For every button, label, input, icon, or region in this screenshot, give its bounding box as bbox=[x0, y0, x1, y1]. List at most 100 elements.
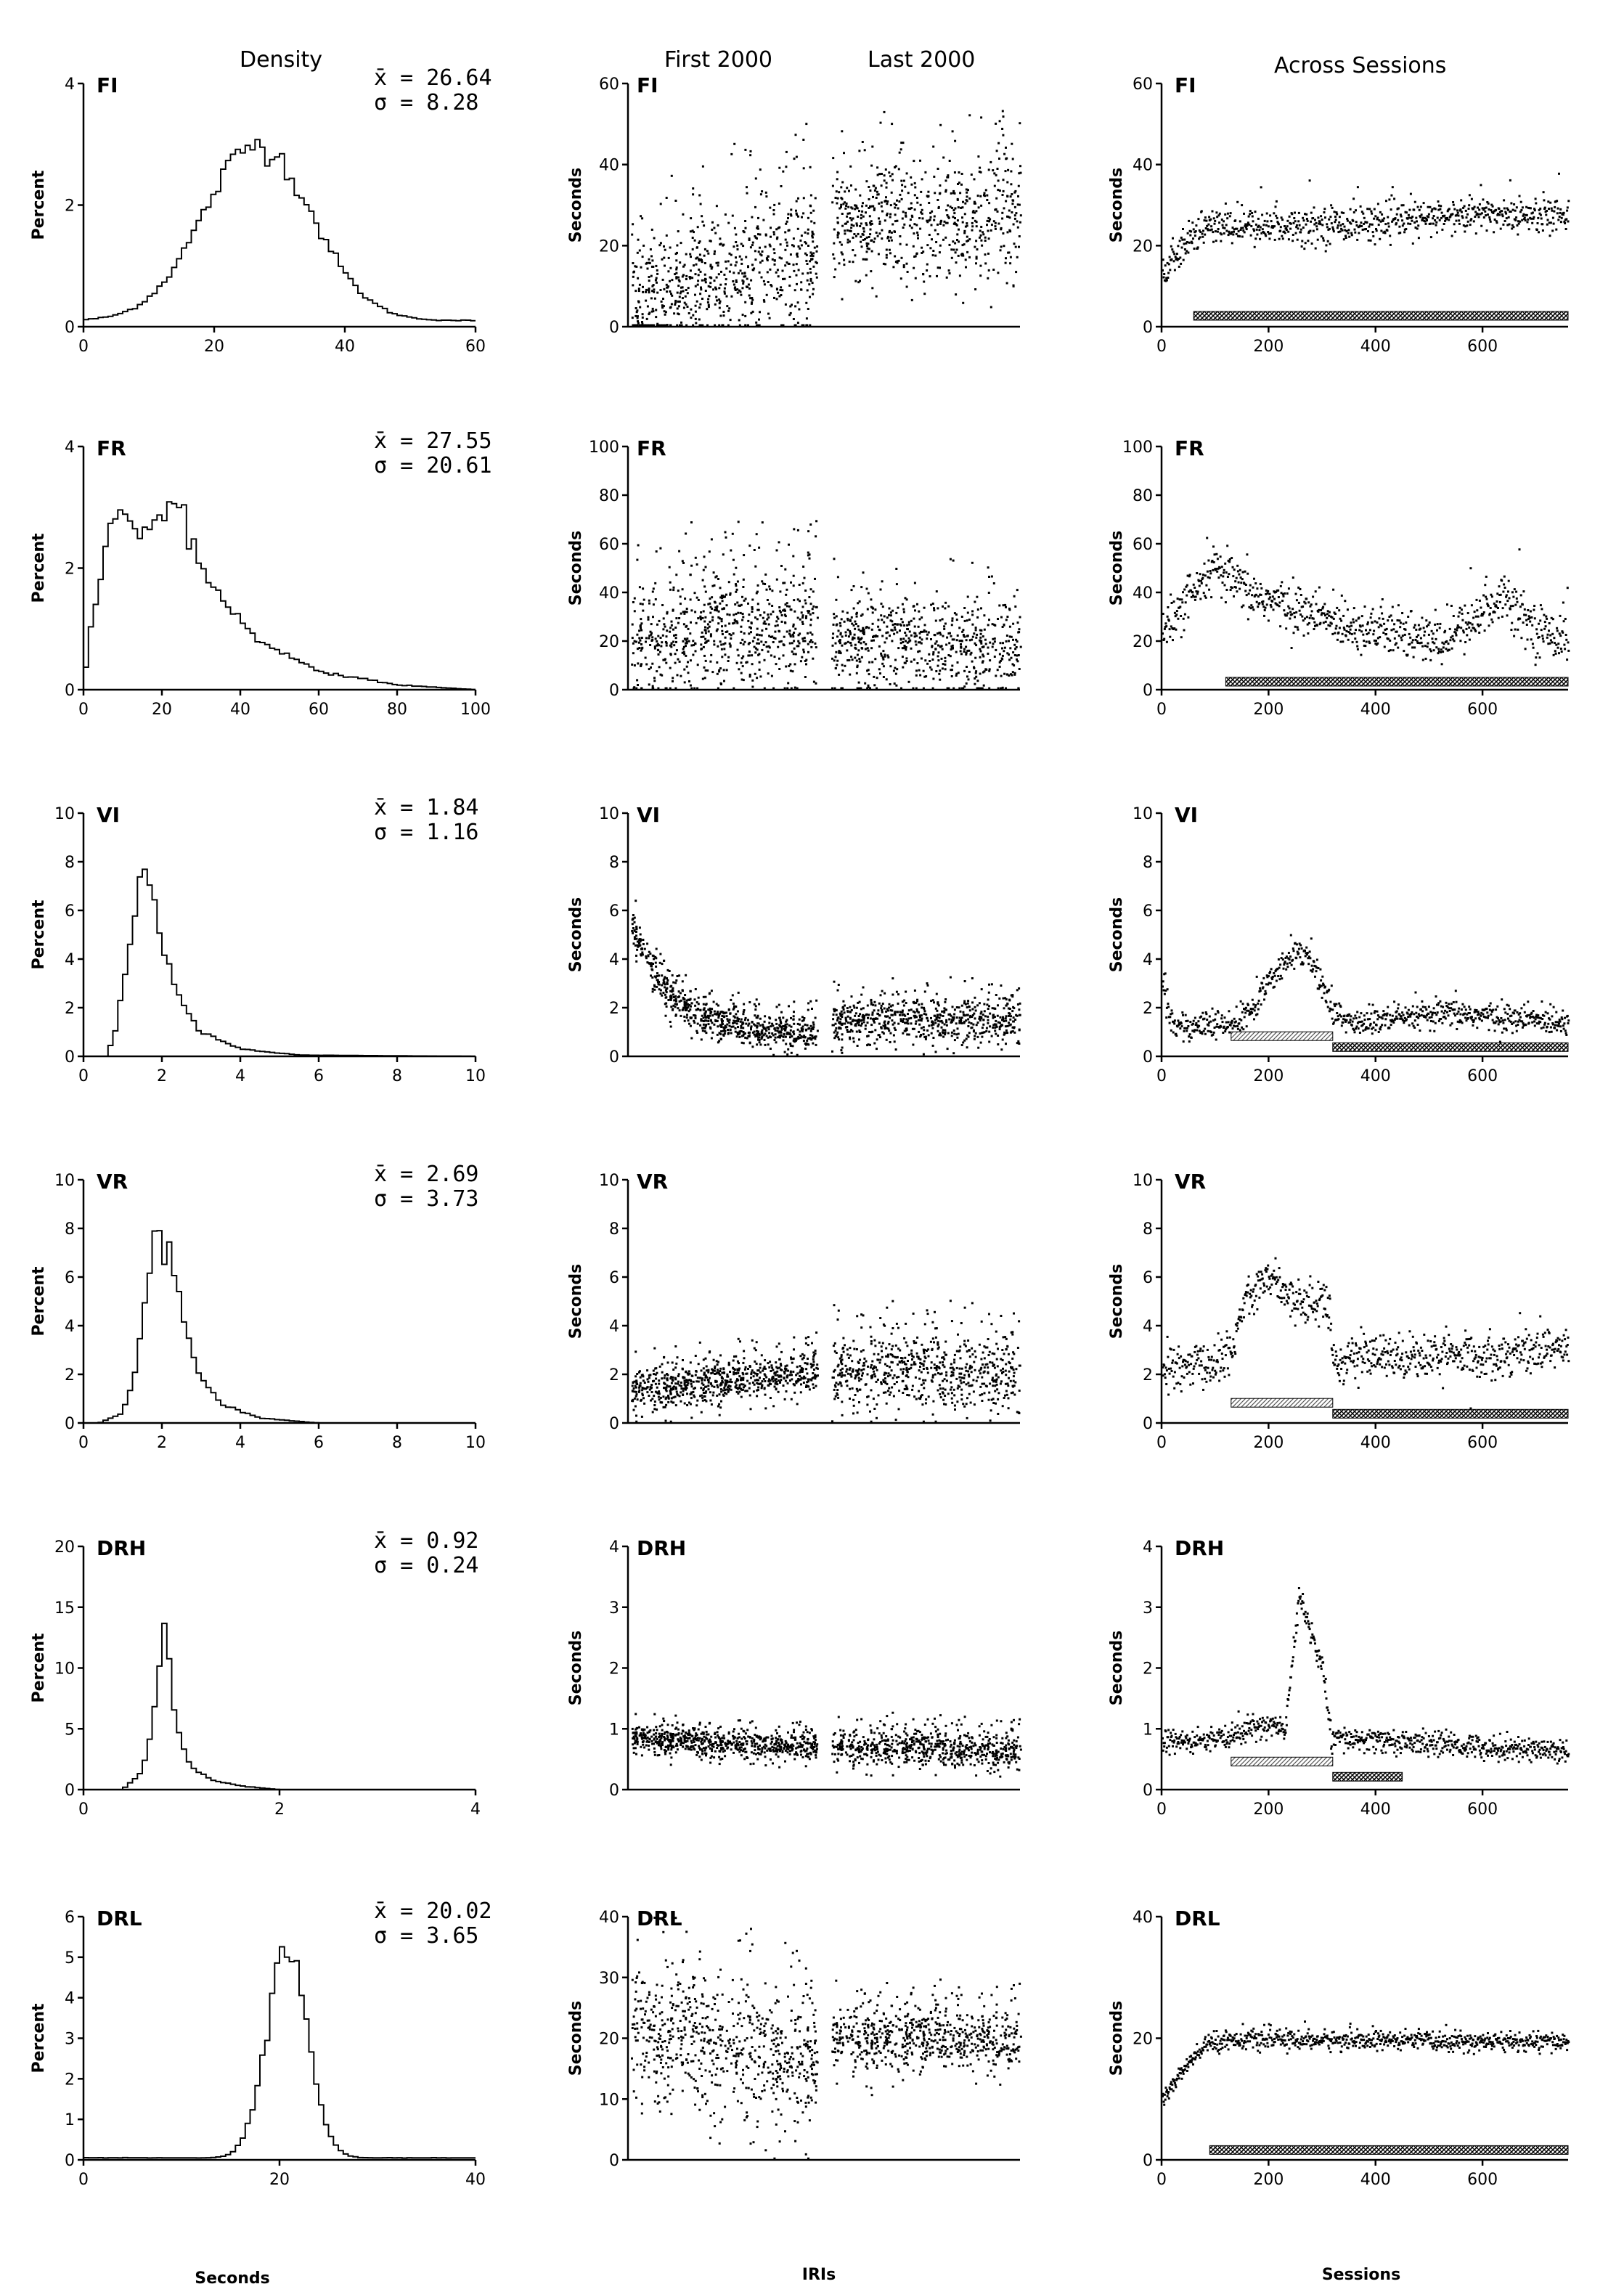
vi-first-2000-point bbox=[705, 1024, 708, 1026]
fi-session-point bbox=[1344, 229, 1347, 232]
fi-session-point bbox=[1522, 213, 1525, 216]
vi-first-2000-point bbox=[638, 926, 641, 929]
fi-session-point bbox=[1482, 216, 1485, 219]
fi-first-2000-point bbox=[664, 324, 667, 327]
vi-first-2000-point bbox=[681, 989, 684, 992]
fr-session-point bbox=[1295, 599, 1298, 602]
fi-last-2000-point bbox=[966, 240, 968, 242]
fi-first-2000-point bbox=[670, 303, 673, 306]
fr-first-2000-point bbox=[786, 602, 788, 605]
fi-first-2000-point bbox=[641, 313, 644, 316]
fr-last-2000-point bbox=[1008, 607, 1011, 610]
fi-first-2000-point bbox=[733, 142, 736, 145]
fr-session-point bbox=[1415, 628, 1418, 631]
fr-last-2000-point bbox=[960, 640, 963, 642]
fi-last-2000-point bbox=[1015, 212, 1018, 215]
fi-last-2000-point bbox=[987, 229, 990, 232]
fi-first-2000-point bbox=[722, 324, 725, 327]
fr-last-2000-point bbox=[893, 682, 896, 685]
fi-last-2000-point bbox=[994, 208, 997, 211]
fi-session-point bbox=[1443, 223, 1445, 225]
fi-last-2000-point bbox=[860, 222, 862, 225]
fi-session-point bbox=[1393, 197, 1396, 200]
fr-last-2000-point bbox=[923, 606, 926, 609]
fr-first-2000-point bbox=[766, 599, 769, 601]
fi-first-2000-point bbox=[748, 239, 751, 241]
fi-last-2000-point bbox=[859, 225, 862, 227]
fi-last-2000-point bbox=[905, 243, 908, 246]
vi-sd-label: σ = 1.16 bbox=[374, 820, 479, 845]
fr-last-2000-point bbox=[944, 656, 947, 659]
fr-last-2000-point bbox=[1016, 589, 1019, 592]
fr-first-2000-point bbox=[709, 660, 712, 663]
fr-session-point bbox=[1543, 621, 1546, 624]
fr-first-2000-point bbox=[656, 644, 658, 647]
fi-session-point bbox=[1438, 219, 1441, 221]
fi-first-2000-point bbox=[709, 240, 712, 242]
fi-last-2000-point bbox=[939, 244, 942, 247]
fi-first-2000-point bbox=[638, 324, 641, 327]
fi-session-point bbox=[1468, 194, 1471, 197]
fi-session-point bbox=[1514, 219, 1517, 221]
fi-session-point bbox=[1318, 221, 1321, 224]
fi-session-point bbox=[1402, 204, 1405, 207]
fi-last-2000-point bbox=[905, 285, 908, 288]
fi-first-2000-point bbox=[693, 231, 695, 234]
fr-last-2000-point bbox=[860, 586, 863, 589]
fr-last-2000-point bbox=[841, 664, 844, 666]
fi-last-2000-point bbox=[873, 240, 876, 243]
fi-session-point bbox=[1229, 212, 1232, 215]
vi-first-2000-point bbox=[804, 1047, 807, 1050]
fr-last-2000-point bbox=[862, 629, 865, 632]
fr-session-point bbox=[1472, 616, 1475, 619]
vi-first-2000-point bbox=[799, 1036, 802, 1039]
fi-first-2000-point bbox=[772, 233, 775, 236]
fi-last-2000-point bbox=[933, 175, 936, 178]
fr-session-point bbox=[1545, 615, 1548, 618]
fi-first-2000-point bbox=[784, 238, 787, 241]
fi-last-2000-point bbox=[998, 189, 1001, 192]
fr-session-point bbox=[1228, 560, 1231, 563]
fi-session-point bbox=[1292, 240, 1294, 242]
fi-first-2000-point bbox=[797, 197, 799, 200]
fi-session-point bbox=[1172, 250, 1175, 253]
fr-last-2000-point bbox=[886, 625, 889, 628]
fr-last-2000-point bbox=[998, 665, 1001, 668]
fr-session-point bbox=[1232, 575, 1235, 578]
fr-last-2000-point bbox=[841, 669, 844, 672]
fr-last-2000-point bbox=[861, 613, 864, 616]
fr-session-point bbox=[1504, 603, 1507, 606]
fr-session-point bbox=[1451, 635, 1454, 637]
fi-session-point bbox=[1208, 216, 1211, 219]
fi-first-2000-point bbox=[780, 294, 783, 296]
fi-session-point bbox=[1553, 210, 1556, 213]
fi-last-2000-point bbox=[1003, 152, 1006, 155]
fi-last-2000-point bbox=[865, 222, 868, 225]
fr-session-point bbox=[1533, 617, 1536, 620]
fr-session-point bbox=[1561, 630, 1564, 633]
fr-last-2000-point bbox=[903, 661, 906, 664]
fi-session-point bbox=[1502, 223, 1505, 226]
fi-session-point bbox=[1233, 228, 1236, 231]
fi-last-2000-point bbox=[979, 229, 982, 232]
fr-last-2000-point bbox=[1000, 674, 1003, 677]
vi-first-2000-point bbox=[683, 998, 686, 1000]
vi-first-2000-point bbox=[639, 933, 642, 936]
fr-session-point bbox=[1369, 616, 1372, 619]
fi-last-2000-point bbox=[854, 208, 857, 211]
fi-last-2000-point bbox=[859, 280, 861, 282]
fr-first-2000-point bbox=[685, 608, 688, 610]
fi-last-2000-point bbox=[990, 229, 992, 232]
fr-last-2000-point bbox=[979, 650, 982, 653]
fi-first-2000-point bbox=[811, 282, 814, 285]
fr-last-2000-point bbox=[835, 615, 838, 618]
fi-session-point bbox=[1491, 205, 1494, 208]
fi-last-2000-point bbox=[926, 244, 929, 247]
fi-last-2000-point bbox=[908, 224, 911, 227]
fr-first-2000-point bbox=[751, 685, 754, 688]
vi-first-2000-point bbox=[802, 1040, 805, 1043]
fr-session-point bbox=[1524, 648, 1527, 651]
fr-session-point bbox=[1358, 629, 1361, 632]
fi-last-2000-point bbox=[841, 130, 844, 133]
fr-last-2000-point bbox=[934, 643, 937, 645]
